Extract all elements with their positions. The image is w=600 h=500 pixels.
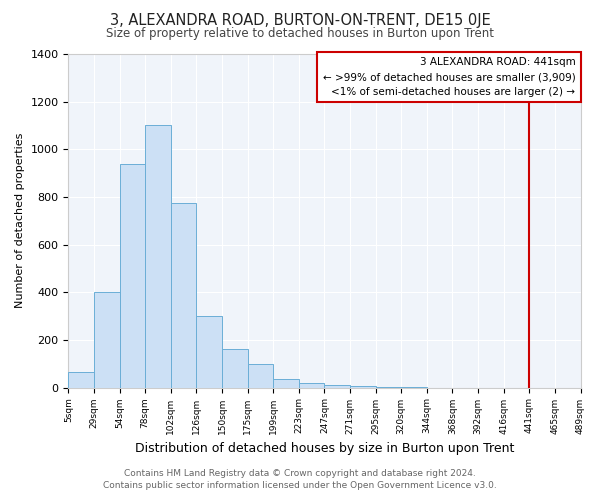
Bar [325,385,350,388]
Bar [350,386,376,388]
Bar [171,203,196,388]
Bar [376,387,401,388]
Bar [299,383,325,388]
Text: Contains HM Land Registry data © Crown copyright and database right 2024.
Contai: Contains HM Land Registry data © Crown c… [103,468,497,490]
Bar [222,350,248,388]
Bar [145,126,171,388]
Bar [119,164,145,388]
X-axis label: Distribution of detached houses by size in Burton upon Trent: Distribution of detached houses by size … [135,442,514,455]
Text: 3, ALEXANDRA ROAD, BURTON-ON-TRENT, DE15 0JE: 3, ALEXANDRA ROAD, BURTON-ON-TRENT, DE15… [110,12,490,28]
Bar [248,364,273,388]
Bar [94,292,119,388]
Y-axis label: Number of detached properties: Number of detached properties [15,133,25,308]
Bar [68,372,94,388]
Bar [196,316,222,388]
Bar [273,379,299,388]
Text: 3 ALEXANDRA ROAD: 441sqm
← >99% of detached houses are smaller (3,909)
<1% of se: 3 ALEXANDRA ROAD: 441sqm ← >99% of detac… [323,58,575,97]
Text: Size of property relative to detached houses in Burton upon Trent: Size of property relative to detached ho… [106,28,494,40]
